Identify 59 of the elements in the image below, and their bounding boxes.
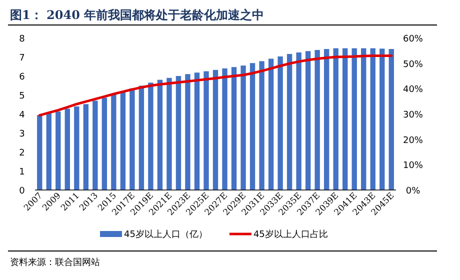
y2-tick-label: 40% bbox=[402, 85, 424, 96]
y-tick-label: 7 bbox=[19, 54, 25, 64]
bar bbox=[240, 66, 246, 190]
y-tick-label: 5 bbox=[19, 92, 25, 102]
y-tick-label: 3 bbox=[19, 130, 25, 140]
bar bbox=[56, 112, 61, 190]
y2-tick-label: 20% bbox=[402, 136, 424, 146]
bar bbox=[138, 86, 144, 190]
bar bbox=[46, 113, 52, 190]
bar bbox=[259, 61, 264, 190]
y-tick-label: 2 bbox=[19, 148, 25, 158]
bar bbox=[166, 78, 172, 190]
bar bbox=[222, 68, 228, 190]
bar bbox=[74, 106, 80, 190]
bar bbox=[370, 48, 376, 190]
bar bbox=[204, 71, 209, 190]
bar bbox=[342, 48, 348, 190]
bar bbox=[194, 72, 200, 190]
bar bbox=[37, 115, 42, 190]
bar bbox=[185, 74, 190, 190]
bar bbox=[83, 104, 88, 190]
bar bbox=[305, 51, 311, 190]
legend-label: 45岁以上人口占比 bbox=[253, 229, 328, 240]
y2-tick-label: 60% bbox=[402, 34, 424, 44]
y2-tick-label: 30% bbox=[402, 110, 424, 120]
chart-title: 图1： 2040 年前我国都将处于老龄化加速之中 bbox=[10, 8, 264, 22]
y-tick-label: 6 bbox=[19, 72, 26, 82]
bar bbox=[352, 48, 357, 190]
y-tick-label: 8 bbox=[19, 34, 26, 44]
bar bbox=[64, 108, 70, 190]
bar bbox=[296, 52, 302, 190]
y-tick-label: 0 bbox=[19, 186, 26, 196]
text: 资料来源：联合国网站 bbox=[10, 257, 100, 268]
y2-tick-label: 10% bbox=[402, 161, 424, 172]
bar bbox=[92, 100, 98, 190]
legend-label: 45岁以上人口（亿） bbox=[124, 229, 208, 240]
bar bbox=[148, 82, 154, 190]
bar bbox=[388, 49, 394, 190]
bar bbox=[111, 94, 116, 190]
bar bbox=[130, 88, 135, 190]
bar bbox=[268, 58, 274, 190]
y-tick-label: 4 bbox=[19, 110, 26, 120]
bar bbox=[231, 67, 237, 190]
bar bbox=[212, 70, 218, 190]
bar bbox=[250, 63, 256, 190]
bar bbox=[286, 54, 292, 190]
y2-tick-label: 0% bbox=[406, 186, 421, 196]
bar bbox=[324, 49, 330, 190]
bar bbox=[314, 50, 320, 190]
bar bbox=[102, 98, 108, 190]
bar bbox=[278, 56, 283, 190]
bar bbox=[120, 92, 126, 190]
bar bbox=[380, 48, 385, 190]
bar bbox=[157, 80, 163, 190]
bar bbox=[361, 48, 366, 190]
y-tick-label: 1 bbox=[19, 168, 25, 178]
bar bbox=[333, 48, 338, 190]
bar bbox=[176, 76, 182, 190]
y2-tick-label: 50% bbox=[402, 60, 424, 70]
